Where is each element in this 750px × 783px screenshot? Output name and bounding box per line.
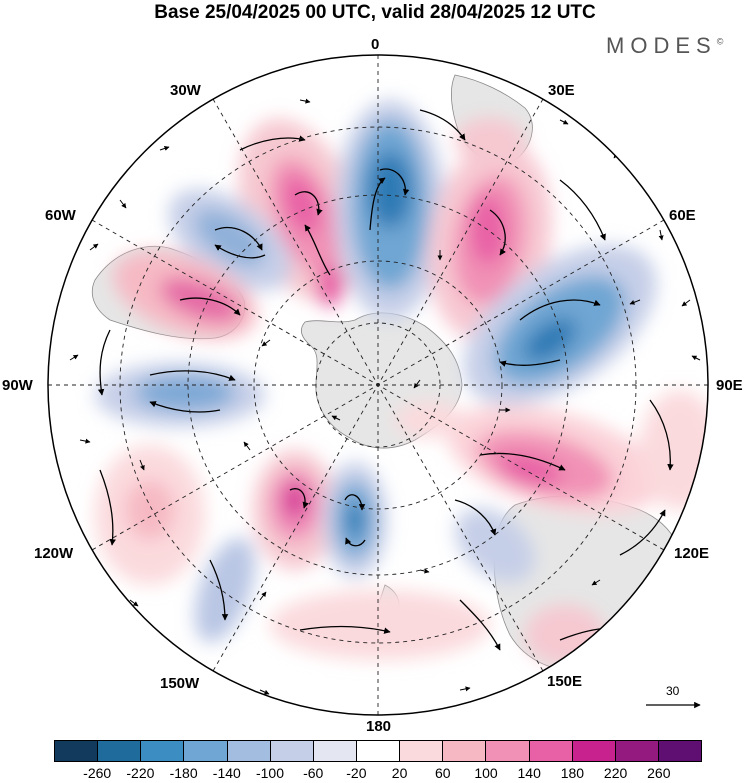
colorbar-tick-label: 60 (435, 765, 451, 781)
colorbar-segment (486, 741, 530, 761)
lon-label-60w: 60W (45, 207, 76, 224)
colorbar-segment (658, 741, 702, 761)
lon-label-150e: 150E (547, 673, 583, 690)
australia-landmass (493, 495, 684, 672)
colorbar (54, 740, 702, 762)
colorbar-tick-label: 220 (603, 765, 628, 781)
colorbar-tick-label: 100 (474, 765, 498, 781)
colorbar-segment (356, 741, 401, 761)
colorbar-segment (98, 741, 142, 761)
colorbar-segment (227, 741, 271, 761)
lon-label-90e: 90E (716, 377, 743, 394)
colorbar-tick-label: 20 (391, 765, 408, 781)
lon-label-90w: 90W (2, 377, 33, 394)
lon-label-30w: 30W (170, 82, 201, 99)
colorbar-tick-label: -100 (255, 765, 285, 781)
lon-label-120w: 120W (34, 545, 74, 562)
colorbar-segment (270, 741, 314, 761)
colorbar-segment (443, 741, 487, 761)
colorbar-tick-label: 260 (647, 765, 671, 781)
colorbar-tick-label: 140 (517, 765, 541, 781)
colorbar-segment (313, 741, 357, 761)
colorbar-ticks: -260 -220 -180 -140 -100 -60 -20 20 60 100 140 180 2… (54, 765, 702, 783)
lon-label-150w: 150W (160, 675, 200, 692)
colorbar-segment (184, 741, 228, 761)
polar-map (47, 54, 709, 716)
colorbar-segment (400, 741, 444, 761)
colorbar-segment (572, 741, 616, 761)
anomaly-field (95, 100, 708, 665)
colorbar-tick-label: -180 (169, 765, 198, 781)
colorbar-tick-label: -260 (83, 765, 112, 781)
logo-mark: © (716, 36, 724, 47)
colorbar-segment (529, 741, 573, 761)
graticule (48, 55, 708, 715)
lon-label-0: 0 (371, 36, 380, 53)
logo-text: MODES (606, 33, 717, 58)
lon-label-60e: 60E (669, 207, 696, 224)
colorbar-segment (55, 741, 99, 761)
colorbar-segment (141, 741, 185, 761)
colorbar-tick-label: 180 (560, 765, 585, 781)
vector-scale-label: 30 (666, 684, 680, 698)
modes-logo: MODES© (606, 33, 723, 59)
lon-label-120e: 120E (674, 545, 710, 562)
map-boundary (47, 54, 709, 716)
wind-streamlines (97, 109, 674, 651)
colorbar-tick-label: -60 (303, 765, 324, 781)
colorbar-segment (615, 741, 659, 761)
colorbar-tick-label: -220 (126, 765, 155, 781)
lon-label-180: 180 (366, 718, 392, 735)
lon-label-30e: 30E (548, 82, 575, 99)
colorbar-tick-label: -140 (212, 765, 241, 781)
colorbar-tick-label: -20 (346, 765, 367, 781)
map-title: Base 25/04/2025 00 UTC, valid 28/04/2025… (154, 2, 596, 23)
